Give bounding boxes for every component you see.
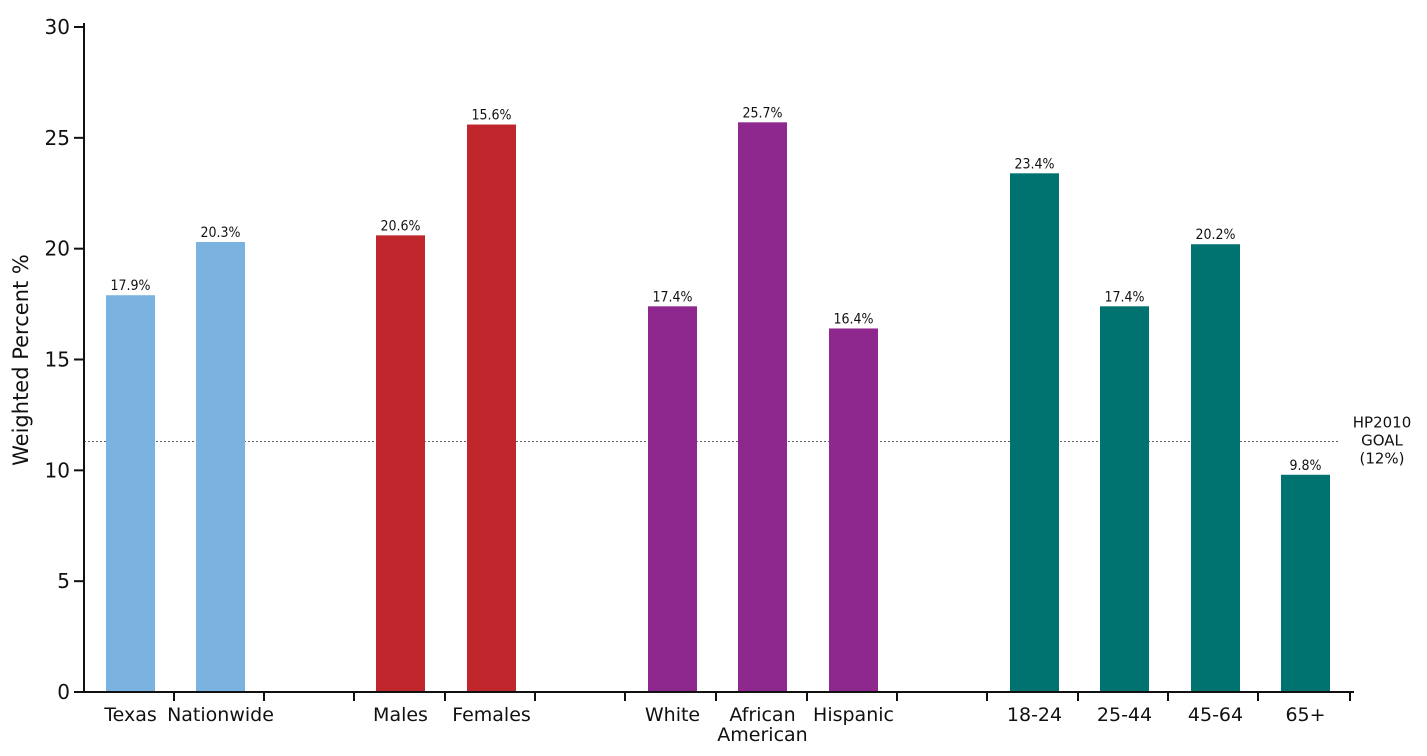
- y-tick-label: 0: [57, 680, 70, 704]
- goal-label-line: HP2010: [1353, 414, 1412, 432]
- bar-african-american: [738, 122, 787, 693]
- bar-females: [467, 124, 516, 693]
- data-label: 20.3%: [200, 225, 240, 241]
- category-label: 25-44: [1097, 704, 1152, 726]
- bar-25-44: [1100, 306, 1149, 692]
- data-label: 15.6%: [471, 108, 511, 124]
- y-tick-label: 20: [45, 237, 70, 261]
- data-label: 25.7%: [742, 105, 782, 121]
- axes-group: 0 5 10 15 20 25 30 Texas Nationwide Males Females W…: [45, 15, 1354, 746]
- category-label: Texas: [103, 704, 157, 726]
- data-label: 16.4%: [833, 311, 873, 327]
- data-label: 20.6%: [380, 218, 420, 234]
- y-axis-title-group: Weighted Percent %: [9, 254, 33, 466]
- data-label: 23.4%: [1014, 156, 1054, 172]
- category-label: African American: [717, 704, 807, 746]
- data-label: 17.4%: [652, 289, 692, 305]
- data-label: 20.2%: [1195, 227, 1235, 243]
- bar-nationwide: [196, 242, 245, 692]
- category-label: Males: [373, 704, 428, 726]
- bar-hispanic: [829, 328, 878, 692]
- bar-texas: [106, 295, 155, 692]
- y-tick-label: 10: [45, 458, 70, 482]
- y-tick-label: 25: [45, 126, 70, 150]
- y-tick-label: 5: [57, 569, 70, 593]
- category-label: Females: [452, 704, 531, 726]
- category-label: Hispanic: [813, 704, 894, 726]
- bar-45-64: [1191, 244, 1240, 692]
- category-label: 18-24: [1007, 704, 1062, 726]
- bars-group: 17.9% 20.3% 20.6% 15.6% 17.4% 25.7% 16.4% 23.4%…: [106, 105, 1330, 693]
- category-label: 65+: [1285, 704, 1325, 726]
- bar-males: [376, 235, 425, 692]
- goal-label-line: GOAL: [1361, 432, 1403, 450]
- bar-65-: [1281, 474, 1330, 692]
- y-axis-title: Weighted Percent %: [9, 254, 33, 466]
- data-label: 9.8%: [1290, 458, 1322, 474]
- y-tick-label: 30: [45, 15, 70, 39]
- category-label: 45-64: [1188, 704, 1243, 726]
- category-label: White: [645, 704, 700, 726]
- data-label: 17.4%: [1104, 289, 1144, 305]
- y-tick-label: 15: [45, 348, 70, 372]
- goal-label-line: (12%): [1359, 450, 1404, 468]
- bar-white: [648, 306, 697, 692]
- bar-18-24: [1010, 173, 1059, 693]
- category-label: Nationwide: [167, 704, 274, 726]
- data-label: 17.9%: [110, 278, 150, 294]
